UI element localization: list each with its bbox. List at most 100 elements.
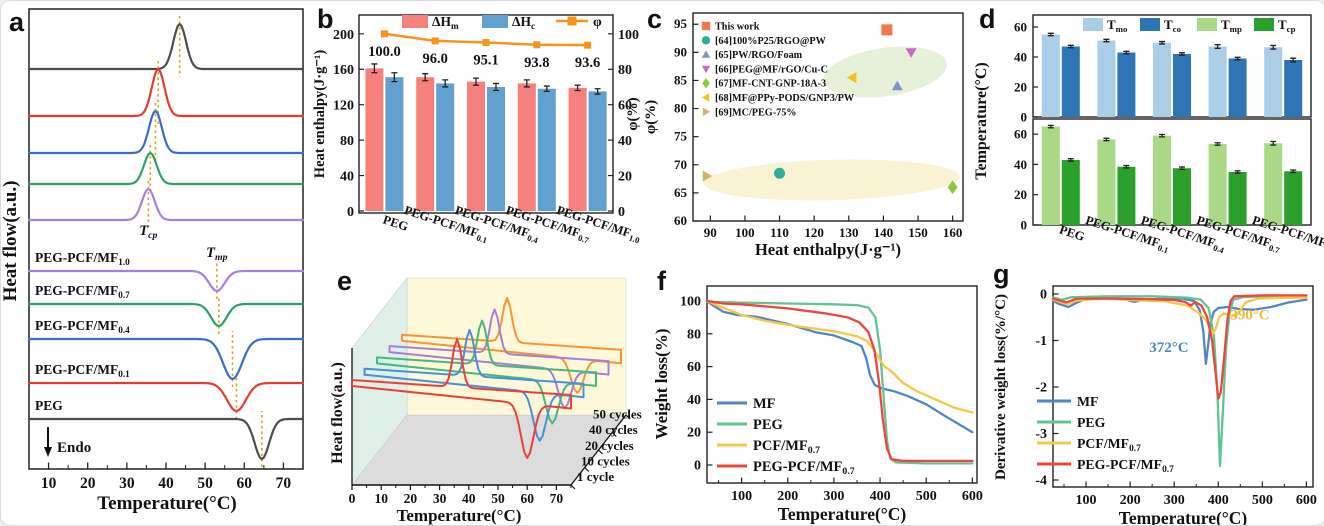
- dsc-curve-heating: [27, 337, 305, 381]
- legend-label: [64]100%P25/RGO@PW: [715, 36, 827, 47]
- y-tick-label: 100: [680, 295, 701, 310]
- x-tick-label: 10: [374, 491, 388, 506]
- x-tick-label: 100: [735, 225, 755, 240]
- y-tick-label: 95: [674, 16, 688, 31]
- x-tick-label: 100: [1076, 493, 1097, 508]
- y-tick-label: 80: [674, 101, 687, 116]
- bar: [1228, 172, 1247, 225]
- x-axis-title: Temperature(°C): [97, 493, 237, 514]
- phi-point: [533, 41, 541, 49]
- legend-label: PCF/MF0.7​: [1077, 436, 1141, 454]
- legend-label: Tco​: [1164, 17, 1182, 34]
- dsc-curve-heating: [27, 302, 305, 328]
- bar: [1061, 159, 1080, 225]
- bar: [1041, 126, 1060, 225]
- z-tick-label: 50 cycles: [593, 407, 642, 422]
- y-tick-label: 80: [687, 327, 701, 342]
- y-tick-label: 65: [674, 185, 688, 200]
- panel-e-letter: e: [337, 266, 353, 296]
- series-curve: [1051, 294, 1308, 400]
- panel-a-letter: a: [9, 7, 25, 37]
- phi-point: [482, 38, 490, 46]
- legend-label: [68]MF@PPy-PODS/GNP3/PW: [715, 93, 855, 104]
- x-axis-title: Heat enthalpy(J·g⁻¹): [755, 240, 901, 259]
- x-tick-label: 30: [119, 475, 135, 492]
- phi-value-label: 100.0: [368, 44, 401, 60]
- bar: [517, 83, 536, 211]
- cycle-curve: [351, 338, 572, 459]
- z-tick: [598, 449, 603, 455]
- x-tick-label: 130: [839, 225, 859, 240]
- legend-swatch: [1254, 18, 1274, 31]
- highlight-ellipse: [823, 46, 947, 98]
- legend-label: ΔHc​: [512, 14, 535, 31]
- phi-value-label: 93.8: [524, 55, 549, 71]
- legend-label: [69]MC/PEG-75%: [715, 107, 797, 118]
- x-axis-title: Temperature(°C): [397, 506, 522, 525]
- annotation: 390°C: [1230, 308, 1269, 324]
- z-tick-label: 40 cycles: [589, 422, 638, 437]
- x-tick-label: 100: [731, 489, 752, 504]
- y-tick-label: 60: [674, 213, 687, 228]
- y-tick-label: 75: [674, 129, 688, 144]
- y-axis-title: Derivative weight loss(%/°C): [993, 294, 1009, 480]
- y-axis-title: φ(%): [643, 100, 659, 134]
- y-tick-label: 40: [1014, 50, 1027, 65]
- x-tick-label: 160: [943, 225, 963, 240]
- y2-tick-label: 80: [618, 63, 632, 78]
- y-tick-label: 85: [674, 72, 688, 87]
- series-curve: [705, 300, 974, 465]
- bar: [467, 81, 485, 211]
- legend-swatch: [1140, 18, 1160, 31]
- z-tick: [570, 484, 576, 490]
- axes-box: [1032, 14, 1312, 118]
- x-tick-label: 50: [197, 475, 213, 492]
- x-tick-label: 0: [349, 491, 356, 506]
- z-tick: [625, 414, 631, 420]
- y-tick-label: 20: [687, 426, 701, 441]
- y-tick-label: 40: [687, 393, 701, 408]
- x-tick-label: 120: [804, 225, 824, 240]
- x-tick-label: 600: [1296, 493, 1317, 508]
- phi-point: [380, 30, 388, 38]
- y-tick-label: 120: [333, 99, 354, 114]
- bar: [487, 86, 505, 211]
- legend-swatch: [1197, 18, 1217, 31]
- bar: [416, 77, 435, 212]
- bar: [1173, 54, 1191, 117]
- x-tick-label: 90: [704, 225, 717, 240]
- legend-label: PCF/MF0.7​: [753, 438, 820, 456]
- legend-swatch: [482, 15, 508, 28]
- bar: [568, 87, 587, 211]
- sample-label: PEG-PCF/MF1.0​: [35, 250, 130, 267]
- y-axis-title: Temperature(°C): [973, 62, 990, 179]
- bar: [1228, 58, 1247, 117]
- legend-label: Tmo​: [1107, 17, 1128, 34]
- tcp-label: Tcp​: [139, 223, 157, 241]
- y-axis-title: Weight loss(%): [652, 329, 671, 440]
- sample-label: PEG: [35, 398, 63, 413]
- bar: [1117, 166, 1136, 225]
- panel-g-plot: 100 200 300 400 500 600 0 -1 -2 -3 -4 Temperature(°…: [993, 285, 1317, 525]
- panel-d-plot: 02040600204060Tmo​Tco​Tmp​Tcp​PEGPEG-PCF…: [973, 14, 1324, 256]
- x-tick-label: 140: [874, 225, 894, 240]
- cycle-curve: [363, 328, 585, 442]
- bar: [1153, 42, 1171, 117]
- bar: [1173, 168, 1191, 225]
- z-tick-label: 20 cycles: [585, 438, 634, 453]
- legend-label: φ: [593, 15, 602, 30]
- bar: [385, 77, 404, 212]
- panel-e-plot: 0 10 20 30 40 50 60 70 Temperature(°C) Heat flow(…: [329, 277, 642, 525]
- bar: [588, 91, 607, 211]
- legend-label: This work: [715, 22, 760, 33]
- x-tick-label: 40: [462, 491, 476, 506]
- y-tick-label: 90: [674, 44, 687, 59]
- legend-marker: [701, 50, 711, 58]
- tmp-label: Tmp​: [206, 245, 228, 263]
- data-point: [702, 170, 713, 182]
- x-tick-label: 20: [80, 475, 96, 492]
- dsc-curve-cooling: [27, 67, 305, 118]
- x-tick-label: 200: [777, 489, 798, 504]
- y-tick-label: 80: [340, 134, 354, 149]
- y-tick-label: 0: [1021, 110, 1028, 125]
